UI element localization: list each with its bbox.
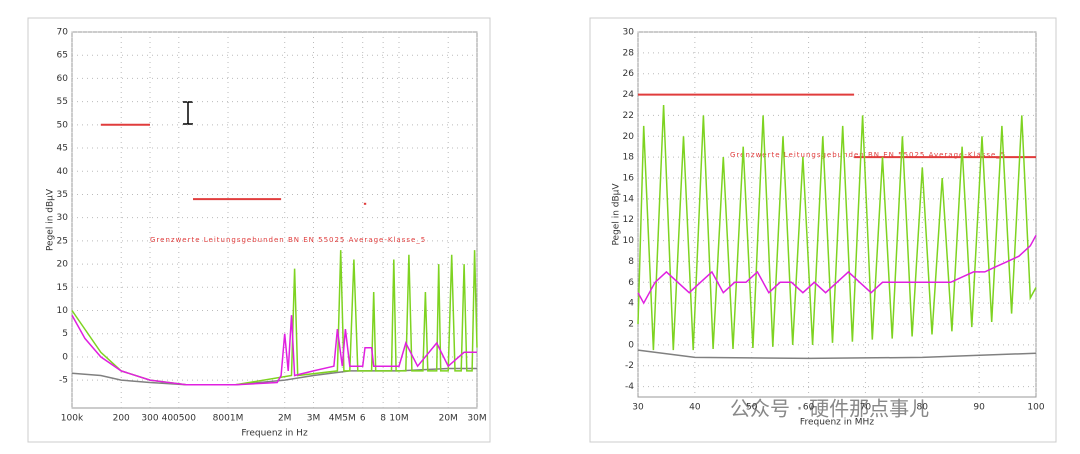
y-tick-label: 60 [57,74,69,84]
y-tick-label: 2 [628,320,634,330]
x-axis-label: Frequenz in Hz [241,429,308,439]
y-tick-label: 4 [628,299,634,309]
y-tick-label: 10 [57,306,69,316]
y-tick-label: 70 [57,28,69,38]
plot-area [71,31,478,409]
x-tick-label: 90 [973,403,985,413]
annotation: Grenzwerte Leitungsgebunden BN EN 55025 … [730,151,1006,159]
left-panel [27,17,491,443]
x-tick-label: 2M [278,414,292,424]
watermark: 公众号 · 硬件那点事儿 [730,397,929,421]
y-tick-label: -5 [59,376,68,386]
y-tick-label: 24 [623,90,635,100]
y-tick-label: 6 [628,278,634,288]
y-tick-label: 12 [623,215,634,225]
x-tick-label: 400500 [162,414,197,424]
x-tick-label: 30M [467,414,486,424]
y-tick-label: 8 [628,257,634,267]
y-tick-label: -2 [625,361,634,371]
cursor-icon [183,101,193,125]
y-tick-label: 5 [62,329,68,339]
y-tick-label: 10 [623,236,635,246]
x-axis-label: Frequenz in MHz [800,418,874,428]
y-tick-label: 28 [623,48,635,58]
y-tick-label: 0 [628,340,634,350]
x-tick-label: 30 [632,403,644,413]
annotation: Grenzwerte Leitungsgebunden BN EN 55025 … [150,236,426,244]
x-tick-label: 100 [1027,403,1044,413]
series-line [71,314,477,386]
y-tick-label: 15 [57,283,68,293]
y-tick-label: 18 [623,153,635,163]
plot-area [637,31,1037,398]
y-tick-label: 35 [57,190,68,200]
x-tick-label: 10M [389,414,408,424]
x-tick-label: 40 [689,403,701,413]
x-tick-label: 60 [803,403,815,413]
y-tick-label: 30 [57,213,69,223]
x-tick-label: 200 [113,414,130,424]
y-axis-label: Pegel in dBµV [46,188,56,251]
y-tick-label: 0 [62,352,68,362]
y-tick-label: 26 [623,69,635,79]
series-line [637,104,1037,351]
y-tick-label: 50 [57,120,69,130]
x-tick-label: 300 [141,414,158,424]
y-tick-label: 65 [57,51,68,61]
series-line [71,367,477,386]
y-tick-label: -4 [625,382,634,392]
x-tick-label: 6 [360,414,366,424]
y-tick-label: 25 [57,236,68,246]
y-tick-label: 14 [623,194,635,204]
y-tick-label: 55 [57,97,68,107]
y-tick-label: 20 [57,260,69,270]
y-tick-label: 30 [623,28,635,38]
x-tick-label: 20M [439,414,458,424]
x-tick-label: 100k [61,414,84,424]
x-tick-label: 3M [307,414,321,424]
x-tick-label: 80 [917,403,929,413]
series-line [637,235,1037,305]
x-tick-label: 4M5M [329,414,356,424]
y-tick-label: 45 [57,144,68,154]
series-line [637,349,1037,360]
x-tick-label: 50 [746,403,758,413]
x-tick-label: 70 [860,403,872,413]
x-tick-label: 8001M [213,414,244,424]
y-tick-label: 16 [623,174,635,184]
y-tick-label: 22 [623,111,634,121]
y-tick-label: 20 [623,132,635,142]
right-panel [589,17,1057,443]
x-tick-label: 8 [380,414,386,424]
y-tick-label: 40 [57,167,69,177]
y-axis-label: Pegel in dBµV [612,183,622,246]
